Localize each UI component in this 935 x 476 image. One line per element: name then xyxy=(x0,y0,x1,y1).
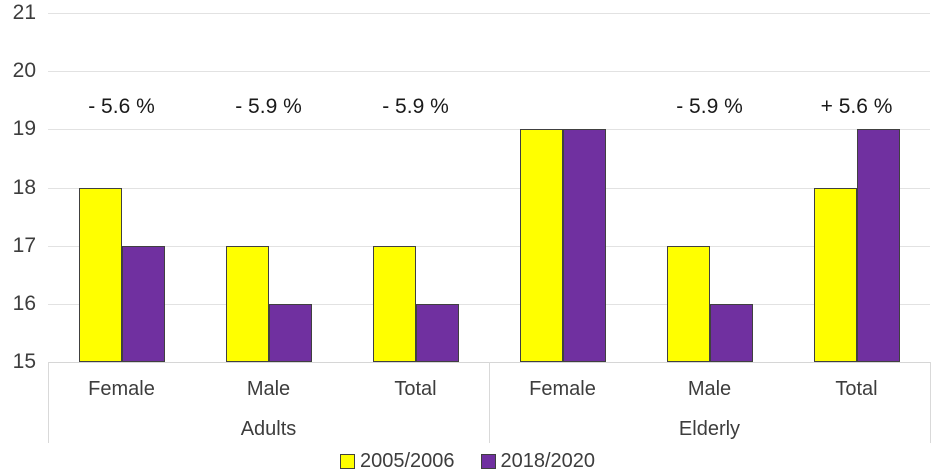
y-axis-label: 17 xyxy=(12,233,36,257)
y-axis-label: 19 xyxy=(12,117,36,141)
legend-item: 2018/2020 xyxy=(480,450,596,473)
bar-2005-2006 xyxy=(519,129,563,362)
change-annotation: - 5.9 % xyxy=(676,95,743,118)
bar-2018-2020 xyxy=(562,129,606,362)
gridline xyxy=(48,245,930,247)
change-annotation: - 5.9 % xyxy=(382,95,449,118)
bar-2018-2020 xyxy=(856,129,900,362)
y-axis-label: 15 xyxy=(12,350,36,373)
bar-2005-2006 xyxy=(813,187,857,362)
legend: 2005/2006 2018/2020 xyxy=(0,450,935,473)
legend-label: 2018/2020 xyxy=(500,450,596,472)
category-label: Total xyxy=(835,378,878,400)
category-label: Male xyxy=(687,378,732,400)
y-axis-label: 18 xyxy=(12,175,36,199)
gridline xyxy=(48,129,930,131)
gridline xyxy=(48,187,930,189)
bar-2018-2020 xyxy=(121,245,165,362)
change-annotation: - 5.9 % xyxy=(235,95,302,118)
change-annotation: - 5.6 % xyxy=(88,95,155,118)
bar-2005-2006 xyxy=(78,187,122,362)
y-axis-label: 21 xyxy=(12,1,36,24)
bar-2005-2006 xyxy=(225,245,269,362)
bar-2018-2020 xyxy=(415,303,459,362)
y-axis-label: 16 xyxy=(12,291,36,315)
group-divider xyxy=(489,362,490,443)
bar-2005-2006 xyxy=(372,245,416,362)
legend-swatch-icon xyxy=(339,454,355,469)
bar-2005-2006 xyxy=(666,245,710,362)
group-label: Adults xyxy=(240,418,297,440)
legend-item: 2005/2006 xyxy=(339,450,455,473)
category-label: Female xyxy=(529,378,596,400)
category-label: Total xyxy=(394,378,437,400)
category-label: Male xyxy=(246,378,291,400)
legend-swatch-icon xyxy=(480,454,496,469)
bar-2018-2020 xyxy=(709,303,753,362)
category-label: Female xyxy=(88,378,155,400)
bar-2018-2020 xyxy=(268,303,312,362)
group-divider xyxy=(48,362,49,443)
gridline xyxy=(48,303,930,305)
change-annotation: + 5.6 % xyxy=(820,95,893,118)
legend-label: 2005/2006 xyxy=(359,450,455,472)
gridline xyxy=(48,71,930,73)
gridline xyxy=(48,13,930,14)
y-axis-label: 20 xyxy=(12,59,36,83)
group-label: Elderly xyxy=(678,418,741,440)
group-divider xyxy=(930,362,931,443)
